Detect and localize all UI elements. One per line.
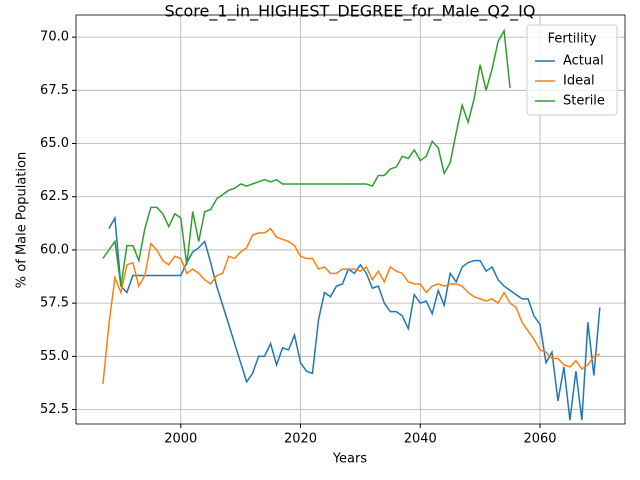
y-tick-label: 52.5 <box>40 402 69 417</box>
line-series <box>102 227 601 385</box>
y-tick-label: 60.0 <box>40 242 69 257</box>
y-tick-label: 67.5 <box>40 83 69 98</box>
y-tick-label: 55.0 <box>40 349 69 364</box>
y-axis-label: % of Male Population <box>15 152 30 288</box>
x-tick-label: 2020 <box>284 432 317 447</box>
x-axis-label: Years <box>332 452 368 467</box>
x-tick-label: 2040 <box>404 432 437 447</box>
legend-label: Sterile <box>563 94 605 109</box>
y-tick-label: 62.5 <box>40 189 69 204</box>
y-tick-label: 57.5 <box>40 296 69 311</box>
y-tick-label: 70.0 <box>40 30 69 45</box>
y-tick-label: 65.0 <box>40 136 69 151</box>
line-series <box>108 215 601 421</box>
x-tick-label: 2000 <box>164 432 197 447</box>
plot-frame <box>75 14 626 425</box>
legend-label: Actual <box>563 54 604 69</box>
legend-title: Fertility <box>548 32 597 47</box>
line-series <box>102 28 511 287</box>
chart-title: Score_1_in_HIGHEST_DEGREE_for_Male_Q2_IQ <box>165 2 536 22</box>
legend-label: Ideal <box>563 74 595 89</box>
x-tick-label: 2060 <box>523 432 556 447</box>
legend-box <box>526 24 618 116</box>
